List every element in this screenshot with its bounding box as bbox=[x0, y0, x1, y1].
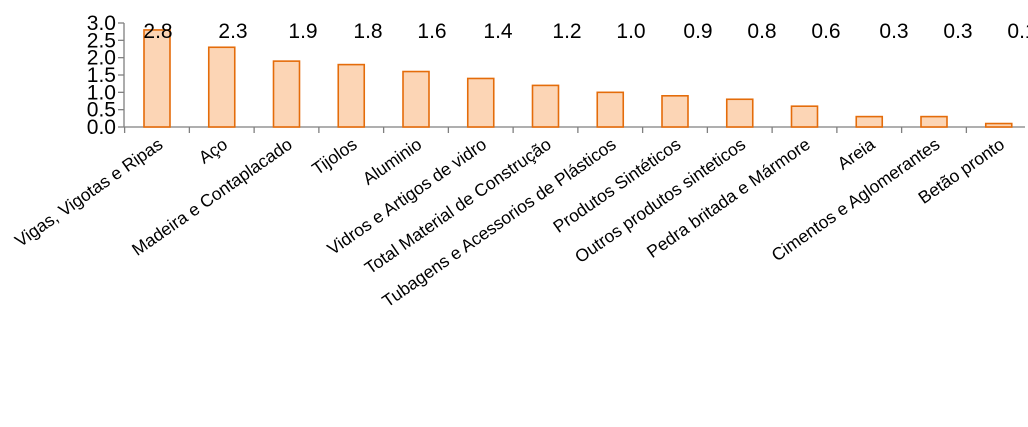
data-label-14: 0.1 bbox=[1007, 20, 1028, 43]
data-label-10: 0.8 bbox=[747, 20, 776, 43]
y-tick-label: 0.5 bbox=[87, 99, 116, 122]
bar-7 bbox=[531, 84, 560, 128]
y-tick-label: 1.5 bbox=[87, 64, 116, 87]
category-label-2: Aço bbox=[195, 134, 231, 168]
data-label-9: 0.9 bbox=[683, 20, 712, 43]
bar-3 bbox=[272, 60, 301, 128]
bar-12 bbox=[855, 115, 884, 128]
category-label-4: Tijolos bbox=[308, 134, 361, 179]
data-label-12: 0.3 bbox=[879, 20, 908, 43]
y-tick-label: 2.5 bbox=[87, 29, 116, 52]
y-tick-label: 1.0 bbox=[87, 81, 116, 104]
data-label-8: 1.0 bbox=[616, 20, 645, 43]
data-label-13: 0.3 bbox=[943, 20, 972, 43]
category-label-12: Areia bbox=[834, 134, 879, 174]
bar-5 bbox=[402, 70, 430, 128]
data-label-6: 1.4 bbox=[483, 20, 513, 43]
data-label-3: 1.9 bbox=[288, 20, 317, 43]
data-label-5: 1.6 bbox=[417, 20, 446, 43]
data-label-1: 2.8 bbox=[143, 20, 172, 43]
bar-9 bbox=[661, 95, 689, 128]
bar-4 bbox=[337, 63, 366, 128]
bar-14 bbox=[984, 122, 1013, 128]
data-label-11: 0.6 bbox=[811, 20, 840, 43]
y-tick-label: 0.0 bbox=[87, 116, 116, 139]
data-labels: 2.8 2.3 1.9 1.8 1.6 1.4 1.2 1.0 0.9 0.8 0.6 0.3 0.3 0… bbox=[143, 20, 1028, 43]
bars bbox=[143, 29, 1013, 128]
bar-13 bbox=[920, 115, 948, 128]
bar-8 bbox=[596, 91, 625, 128]
data-label-2: 2.3 bbox=[218, 20, 247, 43]
bar-6 bbox=[466, 77, 495, 128]
y-tick-label: 2.0 bbox=[87, 47, 116, 70]
data-label-7: 1.2 bbox=[552, 20, 581, 43]
bar-2 bbox=[207, 46, 236, 128]
bar-11 bbox=[790, 105, 819, 128]
x-axis bbox=[123, 126, 1025, 133]
y-axis: 0.00.51.01.52.02.53.0 bbox=[87, 12, 125, 139]
bar-10 bbox=[725, 98, 754, 128]
category-label-8: Tubagens e Acessorios de Plásticos bbox=[378, 134, 619, 311]
bar-1 bbox=[143, 29, 171, 128]
y-tick-label: 3.0 bbox=[87, 12, 116, 35]
data-label-4: 1.8 bbox=[353, 20, 382, 43]
